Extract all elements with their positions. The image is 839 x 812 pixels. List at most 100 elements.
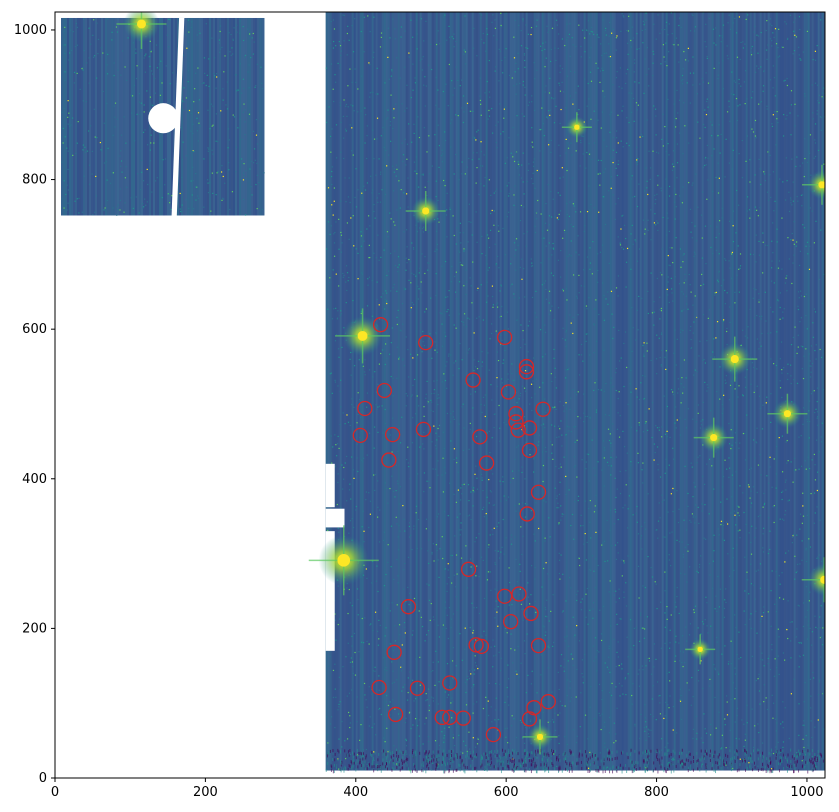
- faint-source: [530, 683, 532, 685]
- faint-source: [681, 80, 683, 82]
- faint-source: [743, 723, 745, 725]
- faint-source: [250, 56, 252, 59]
- faint-source: [692, 695, 694, 698]
- faint-source: [428, 704, 431, 707]
- faint-source: [559, 194, 561, 196]
- faint-source: [424, 272, 426, 275]
- faint-source: [446, 209, 448, 211]
- faint-source: [366, 406, 368, 408]
- column-stripe: [401, 12, 404, 771]
- faint-source: [550, 755, 552, 757]
- faint-source: [505, 736, 507, 738]
- faint-source: [610, 694, 613, 697]
- faint-source: [817, 100, 819, 102]
- faint-source: [772, 252, 774, 254]
- faint-source: [808, 437, 810, 439]
- faint-source: [645, 12, 647, 14]
- faint-source: [752, 253, 755, 256]
- faint-source: [524, 86, 526, 88]
- faint-source: [677, 521, 680, 524]
- faint-source: [572, 177, 574, 179]
- faint-source: [623, 591, 625, 593]
- faint-source: [734, 432, 736, 434]
- faint-source: [416, 33, 418, 35]
- faint-source: [146, 90, 148, 92]
- faint-source: [771, 40, 773, 42]
- faint-source: [188, 109, 191, 112]
- faint-source: [615, 740, 617, 742]
- faint-source: [459, 342, 461, 345]
- faint-source: [797, 115, 799, 117]
- faint-source: [338, 768, 340, 770]
- faint-source: [438, 435, 440, 437]
- faint-source: [417, 285, 419, 287]
- faint-source: [622, 214, 624, 216]
- faint-source: [669, 695, 671, 697]
- faint-source: [407, 462, 409, 464]
- faint-source: [480, 103, 482, 105]
- faint-source: [145, 204, 147, 206]
- faint-source: [240, 92, 243, 94]
- faint-source: [554, 97, 556, 99]
- faint-source: [792, 262, 794, 264]
- faint-source: [410, 307, 412, 309]
- faint-source: [544, 540, 546, 542]
- faint-source: [650, 729, 652, 731]
- faint-source: [355, 509, 357, 511]
- faint-source: [437, 124, 439, 126]
- faint-source: [777, 267, 780, 269]
- faint-source: [332, 669, 335, 672]
- column-stripe: [555, 12, 558, 771]
- faint-source: [453, 448, 456, 450]
- faint-source: [568, 489, 570, 491]
- column-stripe: [487, 12, 490, 771]
- faint-source: [425, 20, 427, 23]
- faint-source: [138, 101, 140, 103]
- faint-source: [450, 413, 452, 415]
- faint-source: [469, 422, 471, 425]
- column-stripe: [815, 12, 818, 771]
- faint-source: [192, 208, 195, 210]
- faint-source: [760, 618, 762, 620]
- faint-source: [673, 166, 675, 168]
- faint-source: [598, 313, 600, 316]
- faint-source: [495, 721, 497, 723]
- faint-source: [585, 305, 588, 307]
- faint-source: [619, 492, 622, 495]
- column-stripe: [439, 12, 442, 771]
- faint-source: [679, 132, 681, 134]
- faint-source: [654, 451, 656, 454]
- column-stripe: [791, 12, 794, 771]
- faint-source: [779, 358, 781, 360]
- faint-source: [542, 480, 544, 483]
- faint-source: [602, 244, 604, 246]
- faint-source: [732, 22, 734, 24]
- faint-source: [471, 686, 473, 689]
- column-stripe: [797, 12, 800, 771]
- faint-source: [805, 468, 807, 470]
- faint-source: [435, 650, 437, 652]
- faint-source: [115, 26, 118, 28]
- faint-source: [513, 57, 516, 59]
- faint-source: [335, 124, 338, 126]
- faint-source: [503, 421, 505, 424]
- faint-source: [789, 364, 792, 366]
- faint-source: [697, 121, 699, 123]
- faint-source: [542, 711, 544, 714]
- faint-source: [447, 105, 449, 107]
- faint-source: [790, 239, 792, 241]
- faint-source: [640, 382, 642, 384]
- faint-source: [728, 100, 730, 102]
- faint-source: [409, 309, 412, 312]
- column-stripe: [447, 12, 450, 771]
- faint-source: [747, 579, 749, 581]
- faint-source: [609, 131, 611, 133]
- faint-source: [720, 133, 722, 135]
- faint-source: [734, 291, 736, 294]
- column-stripe: [413, 12, 416, 771]
- faint-source: [663, 536, 665, 538]
- faint-source: [798, 16, 801, 18]
- faint-source: [432, 661, 434, 663]
- faint-source: [718, 233, 720, 235]
- faint-source: [435, 195, 437, 198]
